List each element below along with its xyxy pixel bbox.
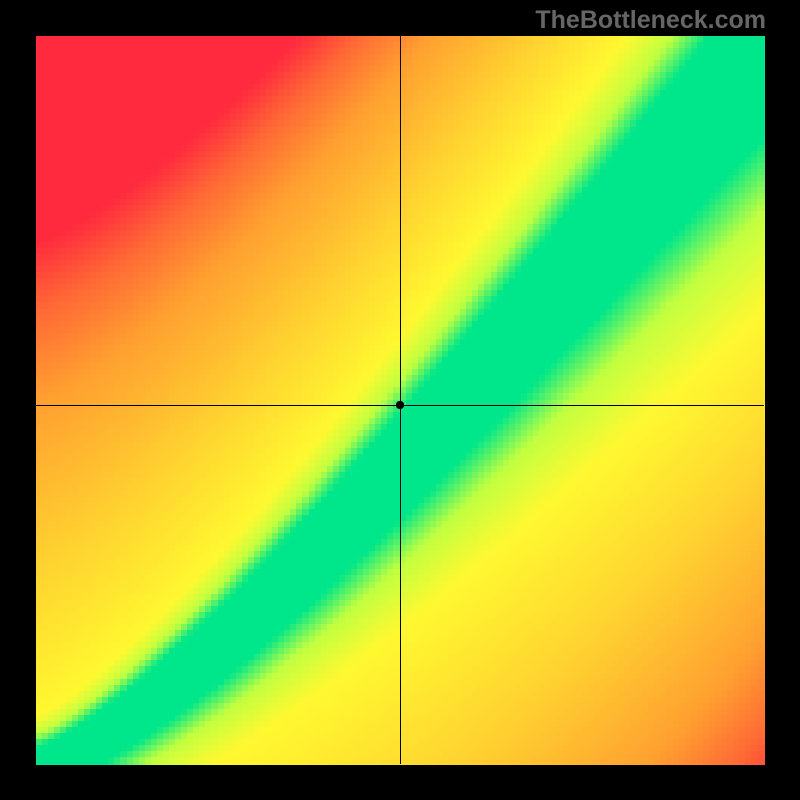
chart-container: TheBottleneck.com <box>0 0 800 800</box>
bottleneck-heatmap <box>0 0 800 800</box>
watermark-text: TheBottleneck.com <box>535 6 766 35</box>
